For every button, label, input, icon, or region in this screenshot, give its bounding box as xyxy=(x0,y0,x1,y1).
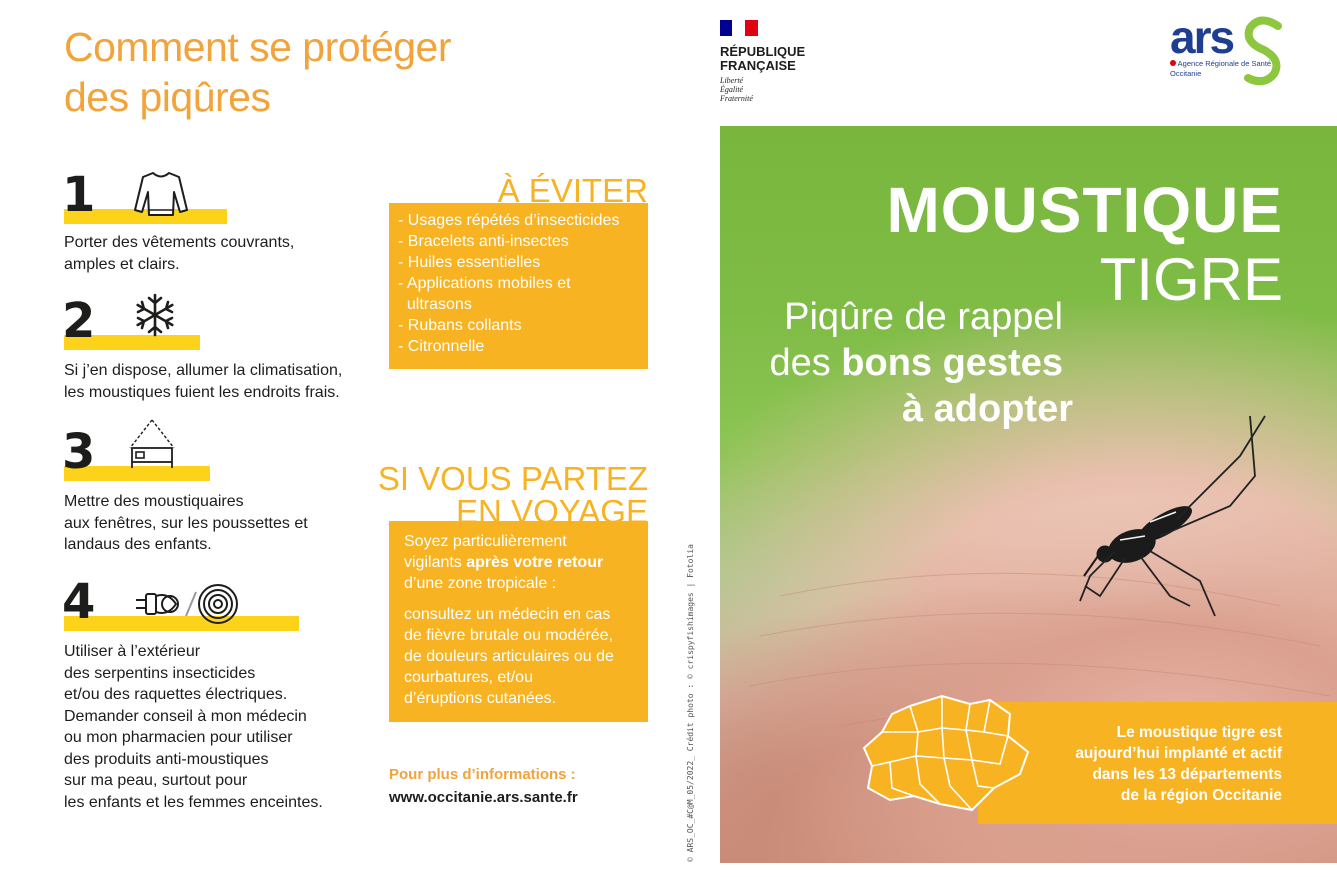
mosquito-on-finger-illustration xyxy=(749,415,1331,737)
page-title: Comment se protéger des piqûres xyxy=(64,22,624,122)
travel-box: Soyez particulièrement vigilants après v… xyxy=(389,521,648,722)
more-info-label: Pour plus d’informations : xyxy=(389,766,576,783)
photo-credit: © ARS_OC_#C@M_05/2022_ Crédit photo : © … xyxy=(686,544,695,862)
snowflake-icon xyxy=(136,293,174,337)
cover-tagline-line-2: des bons gestes xyxy=(769,342,1063,384)
title-line-2: des piqûres xyxy=(64,74,271,120)
avoid-item: - Usages répétés d’insecticides xyxy=(398,212,620,229)
cover-tagline-line-1: Piqûre de rappel xyxy=(784,296,1063,338)
step-3-text: Mettre des moustiquaires aux fenêtres, s… xyxy=(64,493,308,553)
step-4-text: Utiliser à l’extérieur des serpentins in… xyxy=(64,643,323,811)
step-2-number: 2 xyxy=(62,293,96,349)
ars-s-swoosh-icon xyxy=(1244,16,1282,86)
travel-heading: SI VOUS PARTEZ EN VOYAGE xyxy=(377,460,648,530)
step-1-text: Porter des vêtements couvrants, amples e… xyxy=(64,234,295,273)
website-link[interactable]: www.occitanie.ars.sante.fr xyxy=(389,789,578,806)
step-2-underline xyxy=(64,335,200,350)
sweater-icon xyxy=(134,172,188,216)
avoid-item: ultrasons xyxy=(398,296,472,313)
title-line-1: Comment se protéger xyxy=(64,24,452,70)
step-3-underline xyxy=(64,466,210,481)
avoid-box: - Usages répétés d’insecticides - Bracel… xyxy=(389,203,648,369)
avoid-heading: À ÉVITER xyxy=(497,172,648,209)
step-4-underline xyxy=(64,616,299,631)
step-1-number: 1 xyxy=(62,167,96,223)
ars-logo: ars Agence Régionale de Santé Occitanie xyxy=(1168,11,1288,88)
cover-title: MOUSTIQUE xyxy=(886,174,1283,246)
occitanie-info-band xyxy=(978,702,1337,824)
avoid-item: - Rubans collants xyxy=(398,317,522,334)
avoid-item: - Huiles essentielles xyxy=(398,254,541,271)
marianne-flag-icon xyxy=(720,20,758,36)
republique-francaise-logo: RÉPUBLIQUE FRANÇAISE Liberté Égalité Fra… xyxy=(720,20,805,103)
mosquito-net-bed-icon xyxy=(129,419,175,468)
avoid-item: - Bracelets anti-insectes xyxy=(398,233,569,250)
step-2-text: Si j’en dispose, allumer la climatisatio… xyxy=(64,362,343,401)
plug-and-coil-icon xyxy=(136,584,238,624)
occitanie-map-icon xyxy=(862,694,1030,812)
cover-subtitle: TIGRE xyxy=(1099,246,1283,313)
step-1-underline xyxy=(64,209,227,224)
step-3-number: 3 xyxy=(62,424,96,480)
step-4-number: 4 xyxy=(62,574,96,630)
occitanie-info-text: Le moustique tigre est aujourd’hui impla… xyxy=(1075,724,1282,804)
avoid-item: - Applications mobiles et xyxy=(398,275,571,292)
avoid-item: - Citronnelle xyxy=(398,338,485,355)
cover-tagline-line-3: à adopter xyxy=(901,388,1073,430)
